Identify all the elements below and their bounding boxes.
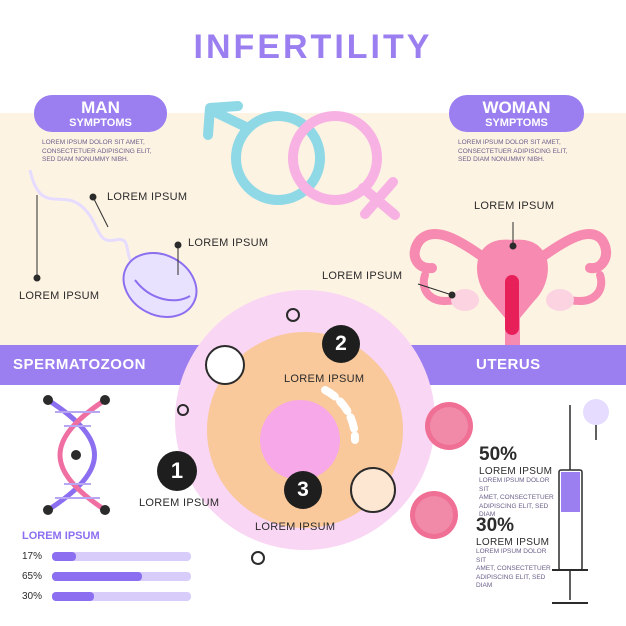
stat-desc-line: ADIPISCING ELIT, SED DIAM: [479, 502, 549, 519]
man-title: MAN: [81, 98, 120, 117]
bar-2-track: [52, 572, 191, 581]
stat-desc-line: AMET, CONSECTETUER: [479, 494, 554, 501]
sperm-label-head: LOREM IPSUM: [188, 237, 269, 249]
step-3-badge: 3: [284, 471, 322, 509]
spermatozoon-band: [0, 345, 200, 385]
stat-block-2: 30% LOREM IPSUM LOREM IPSUM DOLOR SIT AM…: [476, 515, 556, 591]
step-2-label: LOREM IPSUM: [284, 373, 365, 385]
dna-icon: [43, 395, 110, 515]
man-subtitle: SYMPTOMS: [69, 117, 132, 129]
woman-description: LOREM IPSUM DOLOR SIT AMET, CONSECTETUER…: [458, 139, 598, 165]
stat-1-value: 50%: [479, 444, 518, 465]
bar-1-fill: [52, 552, 76, 561]
stat-2-desc: LOREM IPSUM DOLOR SIT AMET, CONSECTETUER…: [476, 548, 556, 591]
uterus-label: UTERUS: [476, 356, 541, 373]
sperm-label-tail: LOREM IPSUM: [107, 191, 188, 203]
bars-title: LOREM IPSUM: [22, 530, 100, 542]
sperm-callouts: [33, 193, 182, 282]
woman-title: WOMAN: [482, 98, 551, 117]
cell-icon: [175, 290, 473, 565]
stat-desc-line: AMET, CONSECTETUER: [476, 565, 551, 572]
bar-3-track: [52, 592, 191, 601]
stat-desc-line: LOREM IPSUM DOLOR SIT: [476, 548, 547, 564]
spermatozoon-label: SPERMATOZOON: [13, 356, 146, 373]
sperm-label-body: LOREM IPSUM: [19, 290, 100, 302]
uterus-band: [410, 345, 626, 385]
woman-desc-line: CONSECTETUER ADIPISCING ELIT,: [458, 147, 568, 155]
woman-symptoms-pill: WOMAN SYMPTOMS: [449, 95, 584, 132]
stat-desc-line: ADIPISCING ELIT, SED DIAM: [476, 573, 546, 590]
bar-3-label: 30%: [22, 591, 43, 602]
step-1-label: LOREM IPSUM: [139, 497, 220, 509]
stat-2-value: 30%: [476, 515, 515, 536]
stat-1-desc: LOREM IPSUM DOLOR SIT AMET, CONSECTETUER…: [479, 477, 559, 520]
bar-2-fill: [52, 572, 143, 581]
step-3-label: LOREM IPSUM: [255, 521, 336, 533]
stat-desc-line: LOREM IPSUM DOLOR SIT: [479, 477, 550, 493]
woman-desc-line: SED DIAM NONUMMY NIBH.: [458, 156, 545, 163]
uterus-label-top: LOREM IPSUM: [474, 200, 555, 212]
man-desc-line: CONSECTETUER ADIPISCING ELIT,: [42, 147, 152, 155]
stat-1-label: LOREM IPSUM: [479, 466, 553, 477]
man-symptoms-pill: MAN SYMPTOMS: [34, 95, 167, 132]
man-desc-line: SED DIAM NONUMMY NIBH.: [42, 156, 129, 163]
uterus-label-ovary: LOREM IPSUM: [322, 270, 403, 282]
stat-2-label: LOREM IPSUM: [476, 537, 550, 548]
page-title: INFERTILITY: [193, 28, 433, 66]
bar-1-track: [52, 552, 191, 561]
male-symbol-icon: [203, 101, 325, 205]
man-desc-line: LOREM IPSUM DOLOR SIT AMET,: [42, 139, 145, 146]
man-description: LOREM IPSUM DOLOR SIT AMET, CONSECTETUER…: [42, 139, 182, 165]
bar-1-label: 17%: [22, 551, 43, 562]
woman-desc-line: LOREM IPSUM DOLOR SIT AMET,: [458, 139, 561, 146]
bar-3-fill: [52, 592, 94, 601]
uterus-callouts: [417, 222, 517, 299]
woman-subtitle: SYMPTOMS: [485, 117, 548, 129]
syringe-icon: [552, 399, 609, 604]
stat-block-1: 50% LOREM IPSUM LOREM IPSUM DOLOR SIT AM…: [479, 444, 559, 520]
uterus-icon: [409, 228, 612, 345]
female-symbol-icon: [288, 111, 400, 220]
bar-2-label: 65%: [22, 571, 43, 582]
step-2-badge: 2: [322, 325, 360, 363]
step-1-badge: 1: [157, 451, 197, 491]
